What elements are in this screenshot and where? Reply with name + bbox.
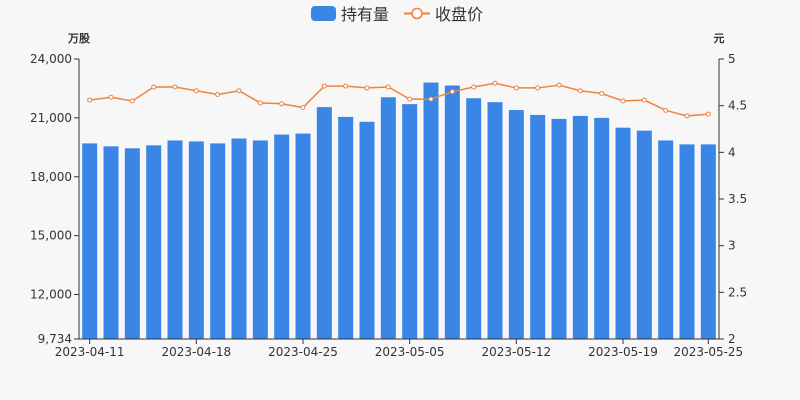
bar-holdings xyxy=(636,130,652,339)
bar-holdings xyxy=(594,117,610,339)
bar-holdings xyxy=(700,144,716,339)
close-price-point xyxy=(407,96,413,102)
x-axis-tick-label: 2023-04-25 xyxy=(268,345,338,359)
bar-holdings xyxy=(188,141,204,339)
x-axis-tick-label: 2023-04-18 xyxy=(161,345,231,359)
bar-holdings xyxy=(551,118,567,339)
x-axis-tick-label: 2023-05-19 xyxy=(588,345,658,359)
right-axis-tick-label: 4 xyxy=(728,145,736,159)
bar-holdings xyxy=(295,133,311,339)
bar-holdings xyxy=(124,148,140,339)
bar-holdings xyxy=(423,82,439,340)
close-price-point xyxy=(300,105,306,111)
bar-holdings xyxy=(167,140,183,339)
legend-bar-swatch xyxy=(311,6,336,21)
right-axis-tick-label: 2.5 xyxy=(728,285,747,299)
x-axis-tick-label: 2023-04-11 xyxy=(55,345,125,359)
legend-label-close-price: 收盘价 xyxy=(435,5,483,24)
right-axis-tick-label: 2 xyxy=(728,332,736,346)
close-price-point xyxy=(556,82,562,88)
legend-label-holdings: 持有量 xyxy=(341,5,389,24)
bar-holdings xyxy=(252,140,268,339)
close-price-point xyxy=(577,88,583,94)
left-axis-tick-label: 24,000 xyxy=(30,52,72,66)
bar-holdings xyxy=(615,127,631,340)
bar-holdings xyxy=(572,115,588,339)
right-axis-tick-label: 5 xyxy=(728,52,736,66)
bar-holdings xyxy=(658,140,674,339)
unit-labels: 万股 元 xyxy=(67,32,725,45)
close-price-point xyxy=(321,83,327,89)
legend-item-holdings[interactable]: 持有量 xyxy=(311,5,389,24)
bar-holdings xyxy=(103,146,119,339)
close-price-point xyxy=(193,88,199,94)
close-price-point xyxy=(705,111,711,117)
close-price-point xyxy=(535,85,541,91)
close-price-point xyxy=(172,84,178,90)
bar-holdings xyxy=(338,116,354,339)
close-price-point xyxy=(599,91,605,97)
close-price-point xyxy=(471,84,477,90)
right-axis-tick-label: 4.5 xyxy=(728,99,747,113)
close-price-point xyxy=(684,113,690,119)
close-price-point xyxy=(129,98,135,104)
close-price-point xyxy=(364,85,370,91)
close-price-point xyxy=(641,97,647,103)
x-axis-tick-label: 2023-05-05 xyxy=(375,345,445,359)
left-axis-unit: 万股 xyxy=(67,32,91,45)
close-price-point xyxy=(513,85,519,91)
close-price-point xyxy=(236,88,242,94)
bar-holdings xyxy=(146,145,162,339)
bar-holdings xyxy=(402,104,418,339)
bar-holdings xyxy=(679,144,695,339)
legend[interactable]: 持有量 收盘价 xyxy=(311,5,483,24)
close-price-point xyxy=(151,84,157,90)
bar-holdings xyxy=(444,85,460,339)
left-axis-tick-label: 18,000 xyxy=(30,170,72,184)
close-price-point xyxy=(663,107,669,113)
right-axis-tick-label: 3.5 xyxy=(728,192,747,206)
right-axis-unit: 元 xyxy=(714,32,725,45)
bar-holdings xyxy=(274,134,290,339)
close-price-line xyxy=(89,82,709,117)
left-axis-tick-label: 12,000 xyxy=(30,288,72,302)
line-series xyxy=(87,80,711,119)
bar-holdings xyxy=(508,110,524,339)
close-price-point xyxy=(343,83,349,89)
bar-holdings xyxy=(466,98,482,339)
left-axis-tick-label: 15,000 xyxy=(30,229,72,243)
legend-item-close-price[interactable]: 收盘价 xyxy=(404,5,483,24)
close-price-point xyxy=(257,100,263,106)
close-price-point xyxy=(87,97,93,103)
bar-holdings xyxy=(82,143,98,339)
legend-marker-swatch xyxy=(411,7,423,20)
left-axis-tick-label: 9,734 xyxy=(38,332,72,346)
close-price-point xyxy=(215,91,221,97)
close-price-point xyxy=(620,98,626,104)
bar-holdings xyxy=(359,121,375,339)
bar-holdings xyxy=(210,143,226,339)
bar-holdings xyxy=(487,102,503,339)
bar-holdings xyxy=(231,138,247,339)
close-price-point xyxy=(492,80,498,86)
close-price-point xyxy=(279,101,285,107)
close-price-point xyxy=(428,96,434,102)
bar-holdings xyxy=(380,97,396,339)
close-price-point xyxy=(449,89,455,95)
close-price-point xyxy=(108,94,114,100)
bar-holdings xyxy=(316,107,332,339)
right-axis-tick-label: 3 xyxy=(728,239,736,253)
axes: 9,734 12,000 15,000 18,000 21,000 24,000 2 2.5 3… xyxy=(30,52,747,359)
bar-series xyxy=(82,82,716,340)
x-axis-tick-label: 2023-05-12 xyxy=(481,345,551,359)
bar-holdings xyxy=(530,114,546,339)
close-price-point xyxy=(385,84,391,90)
left-axis-tick-label: 21,000 xyxy=(30,111,72,125)
x-axis-tick-label: 2023-05-25 xyxy=(673,345,743,359)
